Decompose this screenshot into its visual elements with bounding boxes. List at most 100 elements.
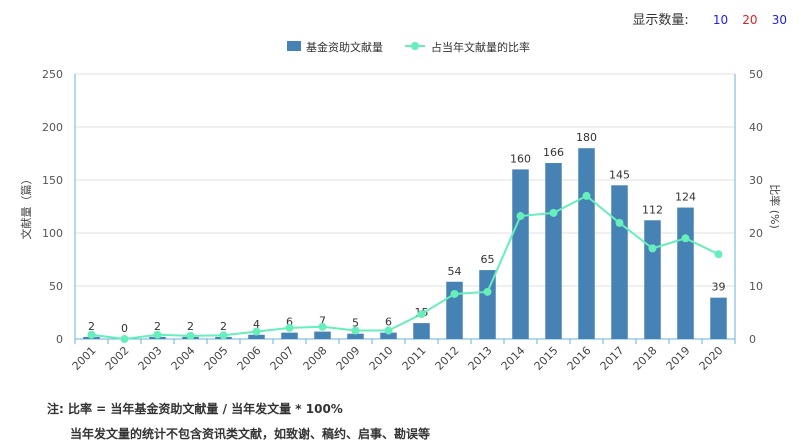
ratio-point — [351, 326, 360, 335]
bar-value-label: 112 — [642, 203, 663, 216]
x-tick-label: 2004 — [169, 344, 198, 373]
ratio-point — [285, 323, 294, 332]
x-tick-label: 2005 — [202, 344, 231, 373]
x-tick-label: 2015 — [532, 344, 561, 373]
ratio-point — [417, 310, 426, 319]
ratio-point — [450, 289, 459, 298]
display-count-option-10[interactable]: 10 — [712, 13, 729, 27]
ratio-point — [120, 335, 129, 343]
legend-bar-swatch — [287, 41, 301, 51]
bar-value-label: 65 — [481, 253, 495, 266]
bar — [710, 297, 727, 339]
note-ratio-formula: 注: 比率 = 当年基金资助文献量 / 当年发文量 * 100% — [47, 402, 343, 416]
x-tick-label: 2001 — [70, 344, 99, 373]
bar-value-label: 124 — [675, 191, 696, 204]
y-left-tick-label: 250 — [42, 68, 63, 81]
chart-grid — [75, 73, 735, 340]
ratio-point — [714, 250, 723, 259]
ratio-point — [582, 191, 591, 200]
display-count-option-30[interactable]: 30 — [771, 13, 787, 27]
bar — [413, 323, 430, 339]
bar — [248, 334, 265, 339]
note-exclusion: 当年发文量的统计不包含资讯类文献，如致谢、稿约、启事、勘误等 — [70, 427, 431, 441]
ratio-point — [516, 212, 525, 221]
display-count-label: 显示数量: — [632, 13, 689, 28]
ratio-point — [549, 208, 558, 217]
bar-value-label: 2 — [154, 320, 161, 333]
bar-value-label: 6 — [385, 316, 392, 329]
y-right-tick-label: 20 — [749, 227, 763, 240]
bar-value-label: 2 — [187, 320, 194, 333]
y-right-tick-label: 0 — [749, 333, 756, 346]
ratio-point — [681, 234, 690, 243]
bar-value-label: 4 — [253, 318, 260, 331]
x-tick-label: 2006 — [235, 344, 264, 373]
ratio-point — [219, 331, 228, 340]
x-tick-label: 2002 — [103, 344, 132, 373]
ratio-point — [252, 327, 261, 336]
bar-value-label: 7 — [319, 315, 326, 328]
bar-value-label: 145 — [609, 168, 630, 181]
legend-line-label: 占当年文献量的比率 — [431, 40, 530, 54]
y-right-tick-label: 30 — [749, 174, 763, 187]
ratio-line — [91, 194, 719, 341]
y-right-tick-label: 40 — [749, 121, 763, 134]
bar-value-label: 0 — [121, 322, 128, 335]
x-tick-label: 2017 — [598, 344, 627, 373]
x-tick-label: 2010 — [367, 344, 396, 373]
x-tick-label: 2019 — [664, 344, 693, 373]
y-right-tick-label: 50 — [749, 68, 763, 81]
y-left-axis-title: 文献量（篇） — [19, 174, 33, 240]
ratio-point — [384, 326, 393, 335]
y-right-axis-title: 比率 (%) — [768, 184, 782, 229]
bar — [479, 270, 496, 339]
ratio-point — [483, 287, 492, 296]
bar-value-label: 2 — [88, 320, 95, 333]
x-tick-label: 2009 — [334, 344, 363, 373]
bar-value-label: 5 — [352, 317, 359, 330]
bar-value-label: 160 — [510, 152, 531, 165]
bar — [611, 185, 628, 339]
bar-value-label: 54 — [448, 265, 462, 278]
legend-line-marker — [411, 42, 419, 50]
funding-chart: 基金资助文献量 占当年文献量的比率 05010015020025001020304… — [19, 40, 782, 373]
bar — [644, 220, 661, 339]
y-left-tick-label: 200 — [42, 121, 63, 134]
bar-value-label: 6 — [286, 316, 293, 329]
y-right-tick-label: 10 — [749, 280, 763, 293]
x-tick-label: 2003 — [136, 344, 165, 373]
y-left-tick-label: 50 — [49, 280, 63, 293]
ratio-point — [318, 322, 327, 331]
ratio-point — [186, 331, 195, 340]
display-count-selector: 显示数量: 10 20 30 — [632, 9, 787, 28]
bar — [578, 148, 595, 339]
chart-legend: 基金资助文献量 占当年文献量的比率 — [287, 40, 530, 54]
line-series — [87, 191, 723, 343]
bar-value-label: 166 — [543, 146, 564, 159]
bar — [545, 163, 562, 339]
y-left-tick-label: 150 — [42, 174, 63, 187]
bar — [347, 333, 364, 339]
chart-axes: 0 50 100 150 200 250 0 10 20 30 40 50 文献量（篇） 比率 (%) — [19, 68, 782, 346]
display-count-option-20[interactable]: 20 — [742, 13, 758, 27]
bar — [314, 331, 331, 339]
x-tick-label: 2012 — [433, 344, 462, 373]
x-tick-label: 2011 — [400, 344, 429, 373]
bar — [677, 207, 694, 339]
x-tick-label: 2020 — [697, 344, 726, 373]
y-left-tick-label: 100 — [42, 227, 63, 240]
x-tick-label: 2013 — [466, 344, 495, 373]
bar — [281, 332, 298, 339]
ratio-point — [648, 244, 657, 253]
bar — [512, 169, 529, 339]
legend-bar-label: 基金资助文献量 — [306, 40, 383, 54]
x-tick-label: 2008 — [301, 344, 330, 373]
bar — [380, 332, 397, 339]
ratio-point — [615, 218, 624, 227]
ratio-point — [153, 330, 162, 339]
bar-value-label: 39 — [712, 281, 726, 294]
x-tick-label: 2016 — [565, 344, 594, 373]
ratio-point — [87, 330, 96, 339]
x-tick-label: 2018 — [631, 344, 660, 373]
bar-series — [83, 148, 727, 339]
